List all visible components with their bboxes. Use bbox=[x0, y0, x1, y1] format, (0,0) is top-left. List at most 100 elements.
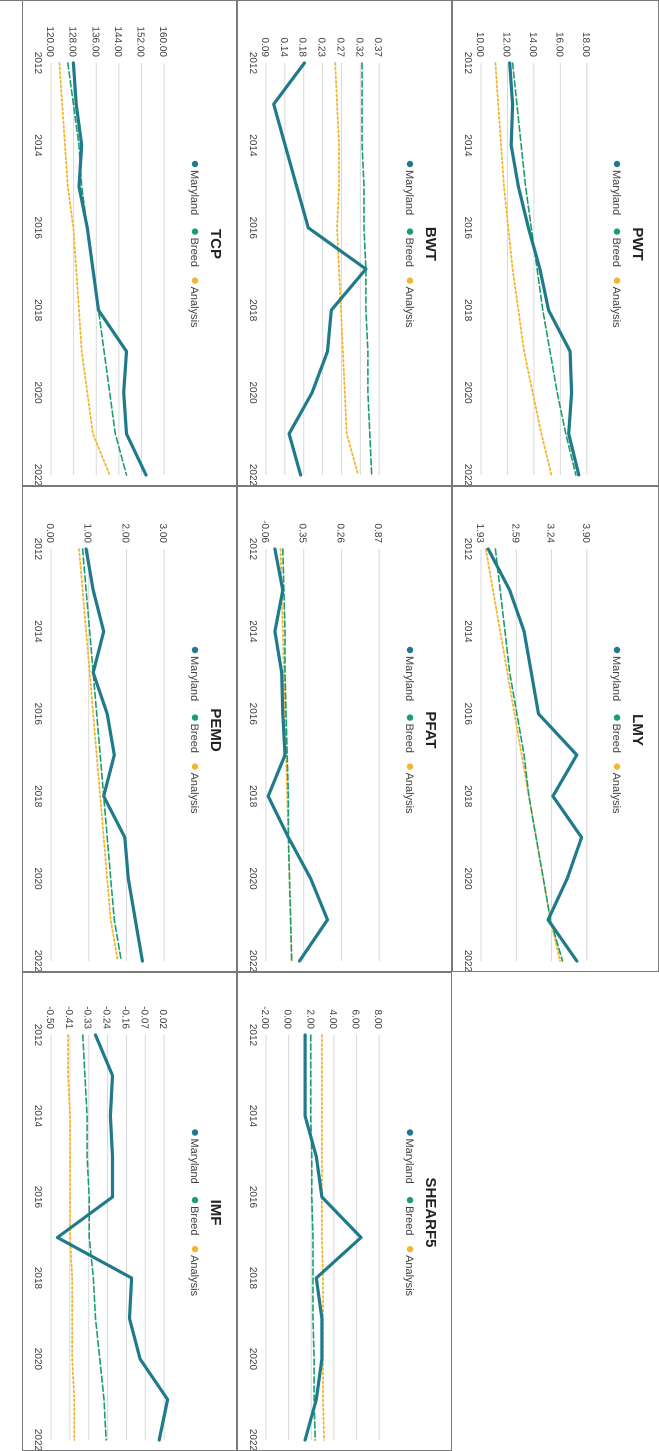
legend-dot bbox=[191, 1129, 199, 1136]
y-tick-label: -0.06 bbox=[259, 520, 270, 543]
series-line-breed bbox=[361, 62, 373, 476]
x-tick-label: 2022 bbox=[247, 1429, 258, 1451]
x-tick-label: 2018 bbox=[247, 785, 258, 808]
y-tick-label: 0.35 bbox=[297, 524, 308, 544]
chart-title: BWT bbox=[422, 227, 439, 261]
legend-label: Maryland bbox=[403, 656, 415, 701]
legend-dot bbox=[406, 1245, 414, 1253]
x-tick-label: 2018 bbox=[462, 785, 473, 808]
legend-dot bbox=[191, 714, 199, 721]
legend-item-analysis: Analysis bbox=[610, 763, 622, 814]
legend-dot bbox=[191, 763, 199, 770]
chart-svg-pfat: PFAT Maryland Breed Analysis -0.06 0.35 0.26 0.… bbox=[247, 520, 439, 972]
chart-title: PWT bbox=[629, 227, 646, 260]
legend-item-maryland: Maryland bbox=[403, 1129, 415, 1184]
legend-dot bbox=[406, 763, 414, 770]
series-line-breed bbox=[309, 1034, 316, 1441]
x-tick-label: 2014 bbox=[32, 1105, 43, 1128]
legend-label: Maryland bbox=[188, 170, 200, 215]
legend-dot bbox=[613, 646, 621, 654]
series-line-maryland bbox=[486, 547, 584, 963]
y-tick-label: -2.00 bbox=[259, 1006, 270, 1029]
series-line-analysis bbox=[58, 62, 111, 476]
legend-label: Maryland bbox=[403, 1139, 415, 1184]
y-tick-label: 0.02 bbox=[157, 1010, 168, 1030]
x-tick-label: 2012 bbox=[462, 538, 473, 561]
chart-panel-imf: IMF Maryland Breed Analysis -0.50 -0.41 -0.33-… bbox=[22, 972, 237, 1451]
y-tick-label: 2.00 bbox=[119, 524, 130, 544]
series-line-breed bbox=[511, 62, 577, 476]
y-tick-label: 0.18 bbox=[297, 38, 308, 58]
chart-panel-bwt: BWT Maryland Breed Analysis 0.09 0.14 0.18 0.23… bbox=[237, 0, 452, 486]
x-tick-label: 2022 bbox=[32, 950, 43, 972]
y-tick-label: 160.00 bbox=[157, 26, 168, 57]
x-tick-label: 2012 bbox=[32, 52, 43, 75]
y-tick-label: -0.16 bbox=[119, 1006, 130, 1029]
x-tick-label: 2016 bbox=[32, 1186, 43, 1209]
series-line-maryland bbox=[508, 61, 581, 477]
legend-item-breed: Breed bbox=[403, 228, 415, 267]
x-tick-label: 2012 bbox=[247, 52, 258, 75]
y-tick-label: 0.26 bbox=[334, 524, 345, 544]
legend-dot bbox=[613, 714, 621, 721]
series-line-analysis bbox=[484, 548, 561, 962]
legend-item-breed: Breed bbox=[188, 1196, 200, 1235]
chart-title: PFAT bbox=[422, 711, 439, 748]
x-tick-label: 2020 bbox=[32, 1348, 43, 1371]
legend-dot bbox=[613, 160, 621, 168]
chart-svg-pemd: PEMD Maryland Breed Analysis 0.00 1.00 2.00 3.0… bbox=[32, 524, 224, 972]
y-tick-label: 0.09 bbox=[259, 38, 270, 58]
legend-item-analysis: Analysis bbox=[403, 763, 415, 814]
y-tick-label: 0.87 bbox=[372, 524, 383, 544]
legend-item-analysis: Analysis bbox=[403, 277, 415, 328]
legend-item-maryland: Maryland bbox=[403, 160, 415, 215]
x-tick-label: 2014 bbox=[32, 620, 43, 643]
series-line-analysis bbox=[67, 1034, 76, 1441]
legend-item-maryland: Maryland bbox=[610, 646, 622, 701]
legend-label: Breed bbox=[188, 238, 200, 267]
series-line-maryland bbox=[266, 547, 330, 963]
x-tick-label: 2016 bbox=[462, 703, 473, 726]
legend-label: Analysis bbox=[188, 287, 200, 328]
x-tick-label: 2012 bbox=[247, 538, 258, 561]
chart-title: LMY bbox=[629, 714, 646, 746]
legend-item-breed: Breed bbox=[188, 714, 200, 753]
x-tick-label: 2014 bbox=[32, 134, 43, 157]
series-line-maryland bbox=[272, 61, 368, 477]
chart-svg-lmy: LMY Maryland Breed Analysis 1.93 2.59 3.24 3.90… bbox=[462, 524, 646, 972]
x-tick-label: 2018 bbox=[32, 785, 43, 808]
y-tick-label: 14.00 bbox=[527, 32, 538, 57]
legend-label: Analysis bbox=[610, 773, 622, 814]
x-tick-label: 2020 bbox=[462, 867, 473, 890]
legend-label: Maryland bbox=[610, 170, 622, 215]
y-tick-label: 2.59 bbox=[509, 524, 520, 544]
x-tick-label: 2018 bbox=[247, 1267, 258, 1290]
x-tick-label: 2016 bbox=[247, 703, 258, 726]
legend-label: Breed bbox=[188, 1206, 200, 1235]
y-tick-label: 4.00 bbox=[327, 1010, 338, 1030]
series-line-analysis bbox=[320, 1034, 326, 1441]
chart-panel-pfat: PFAT Maryland Breed Analysis -0.06 0.35 0.26 0.… bbox=[237, 486, 452, 972]
legend-dot bbox=[406, 160, 414, 168]
legend-dot bbox=[191, 277, 199, 284]
chart-svg-bwt: BWT Maryland Breed Analysis 0.09 0.14 0.18 0.23… bbox=[247, 38, 439, 485]
x-tick-label: 2022 bbox=[32, 464, 43, 486]
x-tick-label: 2016 bbox=[247, 217, 258, 240]
x-tick-label: 2020 bbox=[247, 1348, 258, 1371]
legend-label: Analysis bbox=[188, 1255, 200, 1296]
legend-item-maryland: Maryland bbox=[610, 160, 622, 215]
y-tick-label: 0.14 bbox=[278, 38, 289, 58]
x-tick-label: 2012 bbox=[462, 52, 473, 75]
x-tick-label: 2022 bbox=[247, 950, 258, 972]
x-tick-label: 2022 bbox=[462, 950, 473, 972]
y-tick-label: 136.00 bbox=[89, 26, 100, 57]
y-tick-label: 18.00 bbox=[580, 32, 591, 57]
legend-item-breed: Breed bbox=[610, 228, 622, 267]
legend-label: Analysis bbox=[403, 1255, 415, 1296]
x-tick-label: 2014 bbox=[247, 134, 258, 157]
y-tick-label: 0.00 bbox=[44, 524, 55, 544]
series-line-breed bbox=[494, 548, 564, 962]
legend-item-breed: Breed bbox=[403, 1196, 415, 1235]
